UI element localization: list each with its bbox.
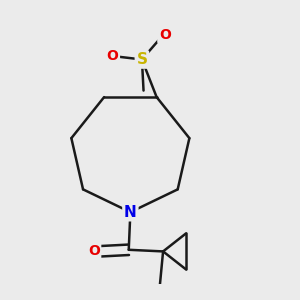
- Text: O: O: [106, 49, 119, 63]
- Text: S: S: [136, 52, 147, 67]
- Text: N: N: [124, 205, 137, 220]
- Text: O: O: [159, 28, 171, 42]
- Text: O: O: [88, 244, 100, 258]
